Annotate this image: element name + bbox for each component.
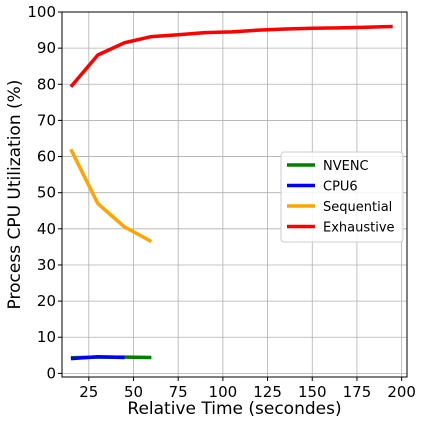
- series-lines: [69, 24, 393, 361]
- legend-box: [280, 151, 404, 243]
- legend-label-sequential: Sequential: [323, 200, 392, 215]
- y-tick-label: 10: [37, 328, 56, 346]
- series-line-cpu6: [70, 355, 125, 361]
- legend-label-nvenc: NVENC: [323, 159, 369, 174]
- y-tick-label: 0: [46, 364, 56, 382]
- x-tick-label: 175: [343, 383, 372, 401]
- y-axis-label: Process CPU Utilization (%): [5, 80, 25, 310]
- plot-frame: [61, 11, 408, 378]
- x-tick-label: 125: [253, 383, 282, 401]
- x-axis-label: Relative Time (secondes): [127, 399, 341, 419]
- x-tick-label: 50: [124, 383, 143, 401]
- legend-label-cpu6: CPU6: [323, 180, 358, 195]
- y-tick-label: 70: [37, 111, 56, 129]
- y-tick-label: 30: [37, 256, 56, 274]
- series-line-exhaustive: [69, 24, 393, 88]
- y-tick-label: 90: [37, 39, 56, 57]
- x-ticks: 25 50 75 100 125 150 175 200: [79, 377, 416, 401]
- legend-label-exhaustive: Exhaustive: [323, 221, 395, 236]
- y-ticks: 0 10 20 30 40 50 60 70 80 90 100: [27, 3, 62, 382]
- x-tick-label: 200: [387, 383, 416, 401]
- y-tick-label: 60: [37, 148, 56, 166]
- y-tick-label: 80: [37, 75, 56, 93]
- y-tick-label: 50: [37, 184, 56, 202]
- x-tick-label: 150: [298, 383, 327, 401]
- y-tick-label: 40: [37, 220, 56, 238]
- y-tick-label: 20: [37, 292, 56, 310]
- x-tick-label: 100: [209, 383, 238, 401]
- series-line-sequential: [69, 148, 153, 244]
- y-tick-label: 100: [27, 3, 56, 21]
- legend: NVENC CPU6 Sequential Exhaustive: [280, 151, 404, 243]
- x-tick-label: 25: [79, 383, 98, 401]
- x-tick-label: 75: [169, 383, 188, 401]
